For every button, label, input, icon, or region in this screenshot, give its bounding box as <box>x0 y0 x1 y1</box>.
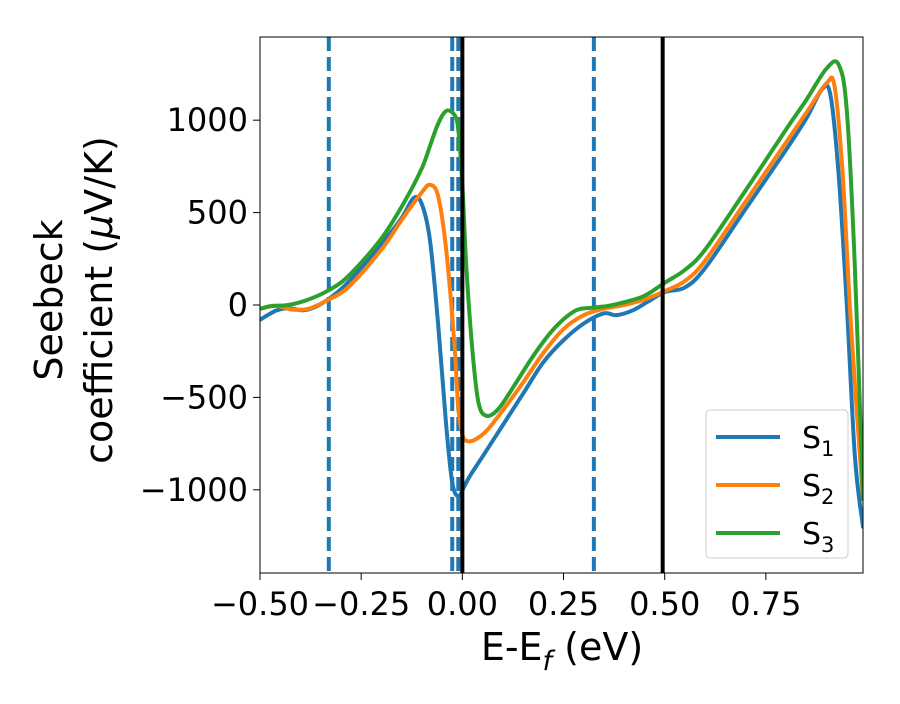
y-axis-label-line2: coefficient (μV/K) <box>77 136 121 464</box>
series-line-s3 <box>260 59 863 502</box>
y-tick-label: 1000 <box>167 101 248 139</box>
y-tick-label: −500 <box>160 378 248 416</box>
series-line-s1 <box>260 83 863 529</box>
x-axis: −0.50 −0.25 0.00 0.25 0.50 0.75 <box>211 573 801 623</box>
x-tick-label: 0.50 <box>629 585 700 623</box>
y-tick-label: 500 <box>187 194 248 232</box>
x-axis-label: E-Ef (eV) <box>481 625 643 677</box>
x-tick-label: 0.25 <box>528 585 599 623</box>
y-axis-label-group: Seebeck coefficient (μV/K) <box>27 136 121 464</box>
legend-label-s3: S3 <box>802 517 834 557</box>
y-tick-label: 0 <box>228 286 248 324</box>
x-tick-label: 0.00 <box>427 585 498 623</box>
legend-label-s2: S2 <box>802 469 834 509</box>
y-tick-label: −1000 <box>140 471 248 509</box>
plot-area <box>260 37 863 573</box>
y-axis-label-line1: Seebeck <box>27 219 71 380</box>
x-tick-label: 0.75 <box>730 585 801 623</box>
x-tick-label: −0.25 <box>312 585 410 623</box>
y-axis: −1000 −500 0 500 1000 <box>140 101 260 509</box>
legend: S1 S2 S3 <box>705 409 849 559</box>
series-line-s2 <box>260 75 863 502</box>
x-tick-label: −0.50 <box>211 585 309 623</box>
legend-label-s1: S1 <box>802 421 834 461</box>
